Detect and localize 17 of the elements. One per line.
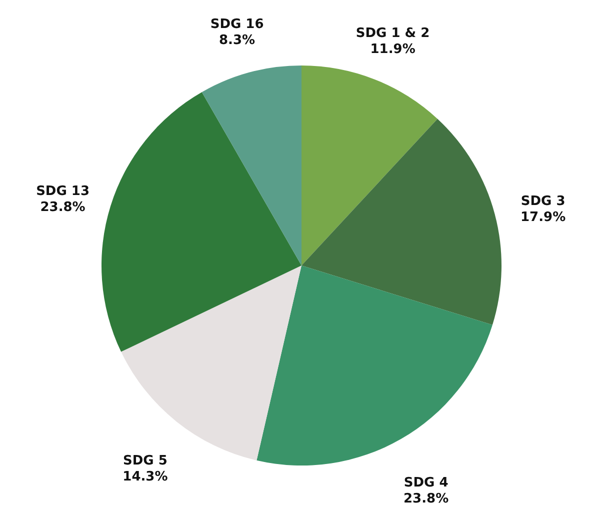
pie-slice [202,66,302,266]
slice-label: SDG 16 [210,16,264,32]
pie-slice [256,266,492,466]
slice-label: SDG 4 [404,475,448,490]
pie-slice [302,118,502,325]
data-label: 11.9% [370,42,416,57]
data-label: 17.9% [520,210,566,226]
data-label: 23.8% [40,200,86,216]
data-label: 23.8% [403,491,449,506]
data-label: 14.3% [122,470,168,485]
slice-label: SDG 13 [36,184,90,200]
data-label: 8.3% [219,32,256,48]
slice-label: SDG 5 [122,454,168,469]
pie-slice [302,66,438,266]
slice-label: SDG 1 & 2 [356,26,430,41]
slice-label: SDG 3 [520,194,566,210]
pie-slice [102,92,302,352]
